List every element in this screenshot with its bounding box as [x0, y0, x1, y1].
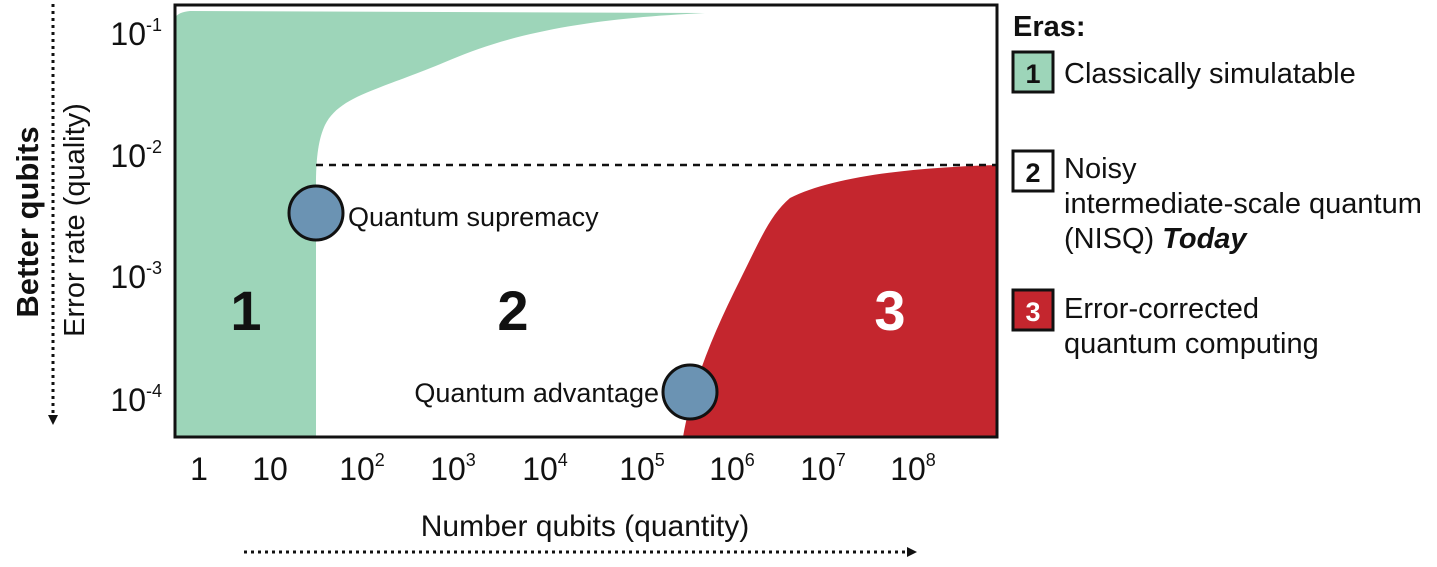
- legend-swatch-1: [1011, 50, 1055, 94]
- legend-item-3: 3 Error-corrected quantum computing: [1011, 288, 1319, 360]
- region-3-number: 3: [874, 279, 905, 342]
- quantum-supremacy-label: Quantum supremacy: [348, 202, 599, 232]
- x-tick: 106: [709, 450, 755, 487]
- x-tick: 107: [800, 450, 846, 487]
- x-tick: 10: [252, 451, 288, 487]
- x-tick: 1: [190, 451, 208, 487]
- x-tick: 105: [619, 450, 665, 487]
- legend-swatch-number: 1: [1025, 59, 1040, 89]
- region-2-number: 2: [497, 279, 528, 342]
- plot-frame: [173, 3, 999, 439]
- y-axis-ticks: 10-1 10-2 10-3 10-4: [110, 15, 162, 418]
- y-axis-outer-label: Better qubits: [10, 126, 45, 317]
- legend-text: Error-corrected quantum computing: [1064, 293, 1319, 360]
- legend-item-2: 2 Noisy intermediate-scale quantum (NISQ…: [1011, 149, 1430, 255]
- x-tick: 103: [430, 450, 476, 487]
- y-tick: 10-1: [110, 15, 162, 52]
- x-tick: 108: [890, 450, 936, 487]
- legend-text: Noisy intermediate-scale quantum (NISQ) T…: [1064, 153, 1430, 255]
- legend-swatch-3: [1011, 288, 1055, 332]
- legend-swatch-number: 3: [1025, 297, 1040, 327]
- x-tick: 102: [339, 450, 385, 487]
- legend: Eras: 1 Classically simulatable 2 Noisy …: [1011, 11, 1430, 360]
- region-3: [683, 165, 997, 437]
- x-axis-ticks: 1 10 102 103 104 105 106 107 108: [190, 450, 936, 487]
- y-tick: 10-4: [110, 381, 162, 418]
- legend-title: Eras:: [1013, 11, 1086, 43]
- region-1: [175, 11, 705, 437]
- x-axis-label: Number qubits (quantity): [421, 510, 749, 543]
- region-1-number: 1: [230, 279, 261, 342]
- quantum-advantage-label: Quantum advantage: [414, 378, 659, 408]
- y-tick: 10-3: [110, 258, 162, 295]
- quantum-supremacy-marker: [287, 184, 345, 242]
- x-tick: 104: [522, 450, 568, 487]
- legend-swatch-number: 2: [1025, 158, 1040, 188]
- y-axis-inner-label: Error rate (quality): [59, 103, 91, 337]
- legend-text: Classically simulatable: [1064, 58, 1356, 90]
- y-tick: 10-2: [110, 137, 162, 174]
- legend-swatch-2: [1011, 149, 1055, 193]
- quantum-advantage-marker: [661, 363, 719, 421]
- legend-item-1: 1 Classically simulatable: [1011, 50, 1356, 94]
